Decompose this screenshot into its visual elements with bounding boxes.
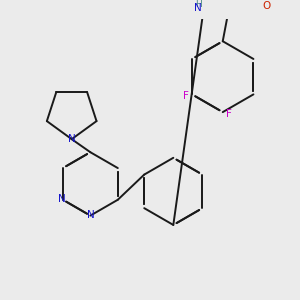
Text: N: N <box>58 194 66 204</box>
Text: N: N <box>194 3 202 13</box>
Text: F: F <box>183 91 189 101</box>
Text: O: O <box>262 1 270 11</box>
Text: N: N <box>68 134 76 144</box>
Text: F: F <box>226 109 231 119</box>
Text: N: N <box>87 210 95 220</box>
Text: H: H <box>196 0 202 9</box>
